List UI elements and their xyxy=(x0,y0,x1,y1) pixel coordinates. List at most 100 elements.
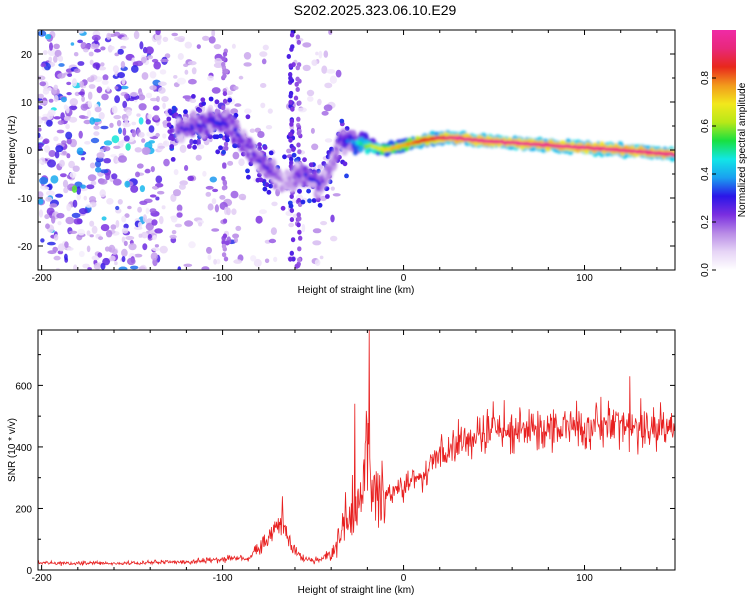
speckle xyxy=(68,116,78,123)
colorbar-tick-label: 0.8 xyxy=(700,71,711,85)
speckle xyxy=(56,212,65,219)
speckle xyxy=(60,112,65,121)
speckle xyxy=(47,159,56,168)
speckle xyxy=(113,31,121,37)
speckle xyxy=(318,50,323,59)
speckle xyxy=(115,220,120,228)
ridge-scatter xyxy=(291,152,297,158)
ridge-cell xyxy=(229,130,235,138)
speckle xyxy=(44,214,50,220)
speckle xyxy=(65,106,70,114)
speckle xyxy=(91,225,98,234)
speckle xyxy=(177,53,184,60)
speckle xyxy=(105,230,113,238)
speckle xyxy=(121,256,126,263)
ridge-scatter xyxy=(268,150,274,156)
speckle xyxy=(213,62,223,68)
speckle xyxy=(80,103,89,111)
speckle xyxy=(317,164,324,170)
speckle xyxy=(113,145,121,149)
speckle xyxy=(184,220,194,227)
speckle xyxy=(57,221,62,226)
y-tick-label: 200 xyxy=(15,504,32,515)
speckle xyxy=(61,140,67,145)
speckle xyxy=(69,172,77,178)
streak-speckle xyxy=(290,44,295,50)
speckle xyxy=(243,62,252,67)
streak-speckle xyxy=(221,105,226,111)
speckle xyxy=(302,42,312,48)
speckle xyxy=(125,235,135,241)
speckle xyxy=(171,215,178,223)
speckle xyxy=(78,91,85,96)
speckle xyxy=(121,248,128,257)
speckle xyxy=(312,240,322,246)
speckle xyxy=(324,82,333,89)
speckle xyxy=(136,163,144,169)
ridge-scatter xyxy=(257,142,262,148)
speckle xyxy=(212,188,219,193)
ridge-cell xyxy=(237,133,241,138)
y-tick-label: 10 xyxy=(21,98,33,109)
speckle xyxy=(66,203,72,212)
speckle xyxy=(77,39,83,44)
speckle xyxy=(87,91,93,100)
speckle xyxy=(93,262,101,270)
speckle xyxy=(90,137,100,144)
speckle xyxy=(211,198,217,205)
speckle xyxy=(323,50,329,58)
speckle xyxy=(116,120,122,127)
speckle xyxy=(306,89,315,97)
speckle xyxy=(144,168,151,174)
speckle xyxy=(38,75,46,81)
streak-speckle xyxy=(222,98,228,104)
speckle xyxy=(47,241,56,246)
speckle xyxy=(156,95,160,103)
ridge-cell xyxy=(203,124,208,129)
speckle xyxy=(173,169,179,176)
ridge-scatter xyxy=(171,105,177,111)
speckle xyxy=(162,102,166,110)
streak-speckle xyxy=(225,240,230,246)
ridge-cell xyxy=(284,181,288,186)
speckle xyxy=(173,189,181,197)
ridge-cell xyxy=(328,166,333,171)
speckle xyxy=(53,43,60,50)
speckle xyxy=(96,86,103,94)
speckle xyxy=(120,45,127,49)
speckle xyxy=(297,107,307,113)
streak-speckle xyxy=(289,121,294,127)
speckle xyxy=(98,178,108,185)
speckle xyxy=(267,108,273,114)
speckle xyxy=(106,86,111,92)
speckle xyxy=(141,147,151,155)
ridge-cell xyxy=(287,176,292,181)
ridge-scatter xyxy=(268,183,274,189)
speckle xyxy=(95,63,100,71)
streak-speckle xyxy=(221,176,226,181)
speckle xyxy=(264,258,270,264)
speckle xyxy=(205,191,212,197)
ridge-scatter xyxy=(266,189,272,195)
snr-series-line xyxy=(38,330,675,567)
ridge-cell xyxy=(282,176,288,183)
ridge-scatter xyxy=(258,177,264,183)
speckle xyxy=(127,257,136,266)
speckle xyxy=(39,81,47,87)
ridge-scatter xyxy=(339,118,345,124)
ridge-scatter xyxy=(192,139,198,145)
speckle xyxy=(130,265,139,270)
speckle xyxy=(42,88,50,95)
ridge-cell xyxy=(292,165,298,172)
ridge-cell xyxy=(204,128,210,136)
speckle xyxy=(54,49,62,58)
speckle xyxy=(85,43,91,49)
speckle xyxy=(124,213,130,218)
speckle xyxy=(84,141,91,145)
speckle xyxy=(135,171,140,178)
speckle xyxy=(89,117,96,125)
speckle xyxy=(53,55,58,63)
ridge-cell xyxy=(262,164,267,169)
speckle xyxy=(87,174,97,182)
streak-speckle xyxy=(291,256,296,262)
